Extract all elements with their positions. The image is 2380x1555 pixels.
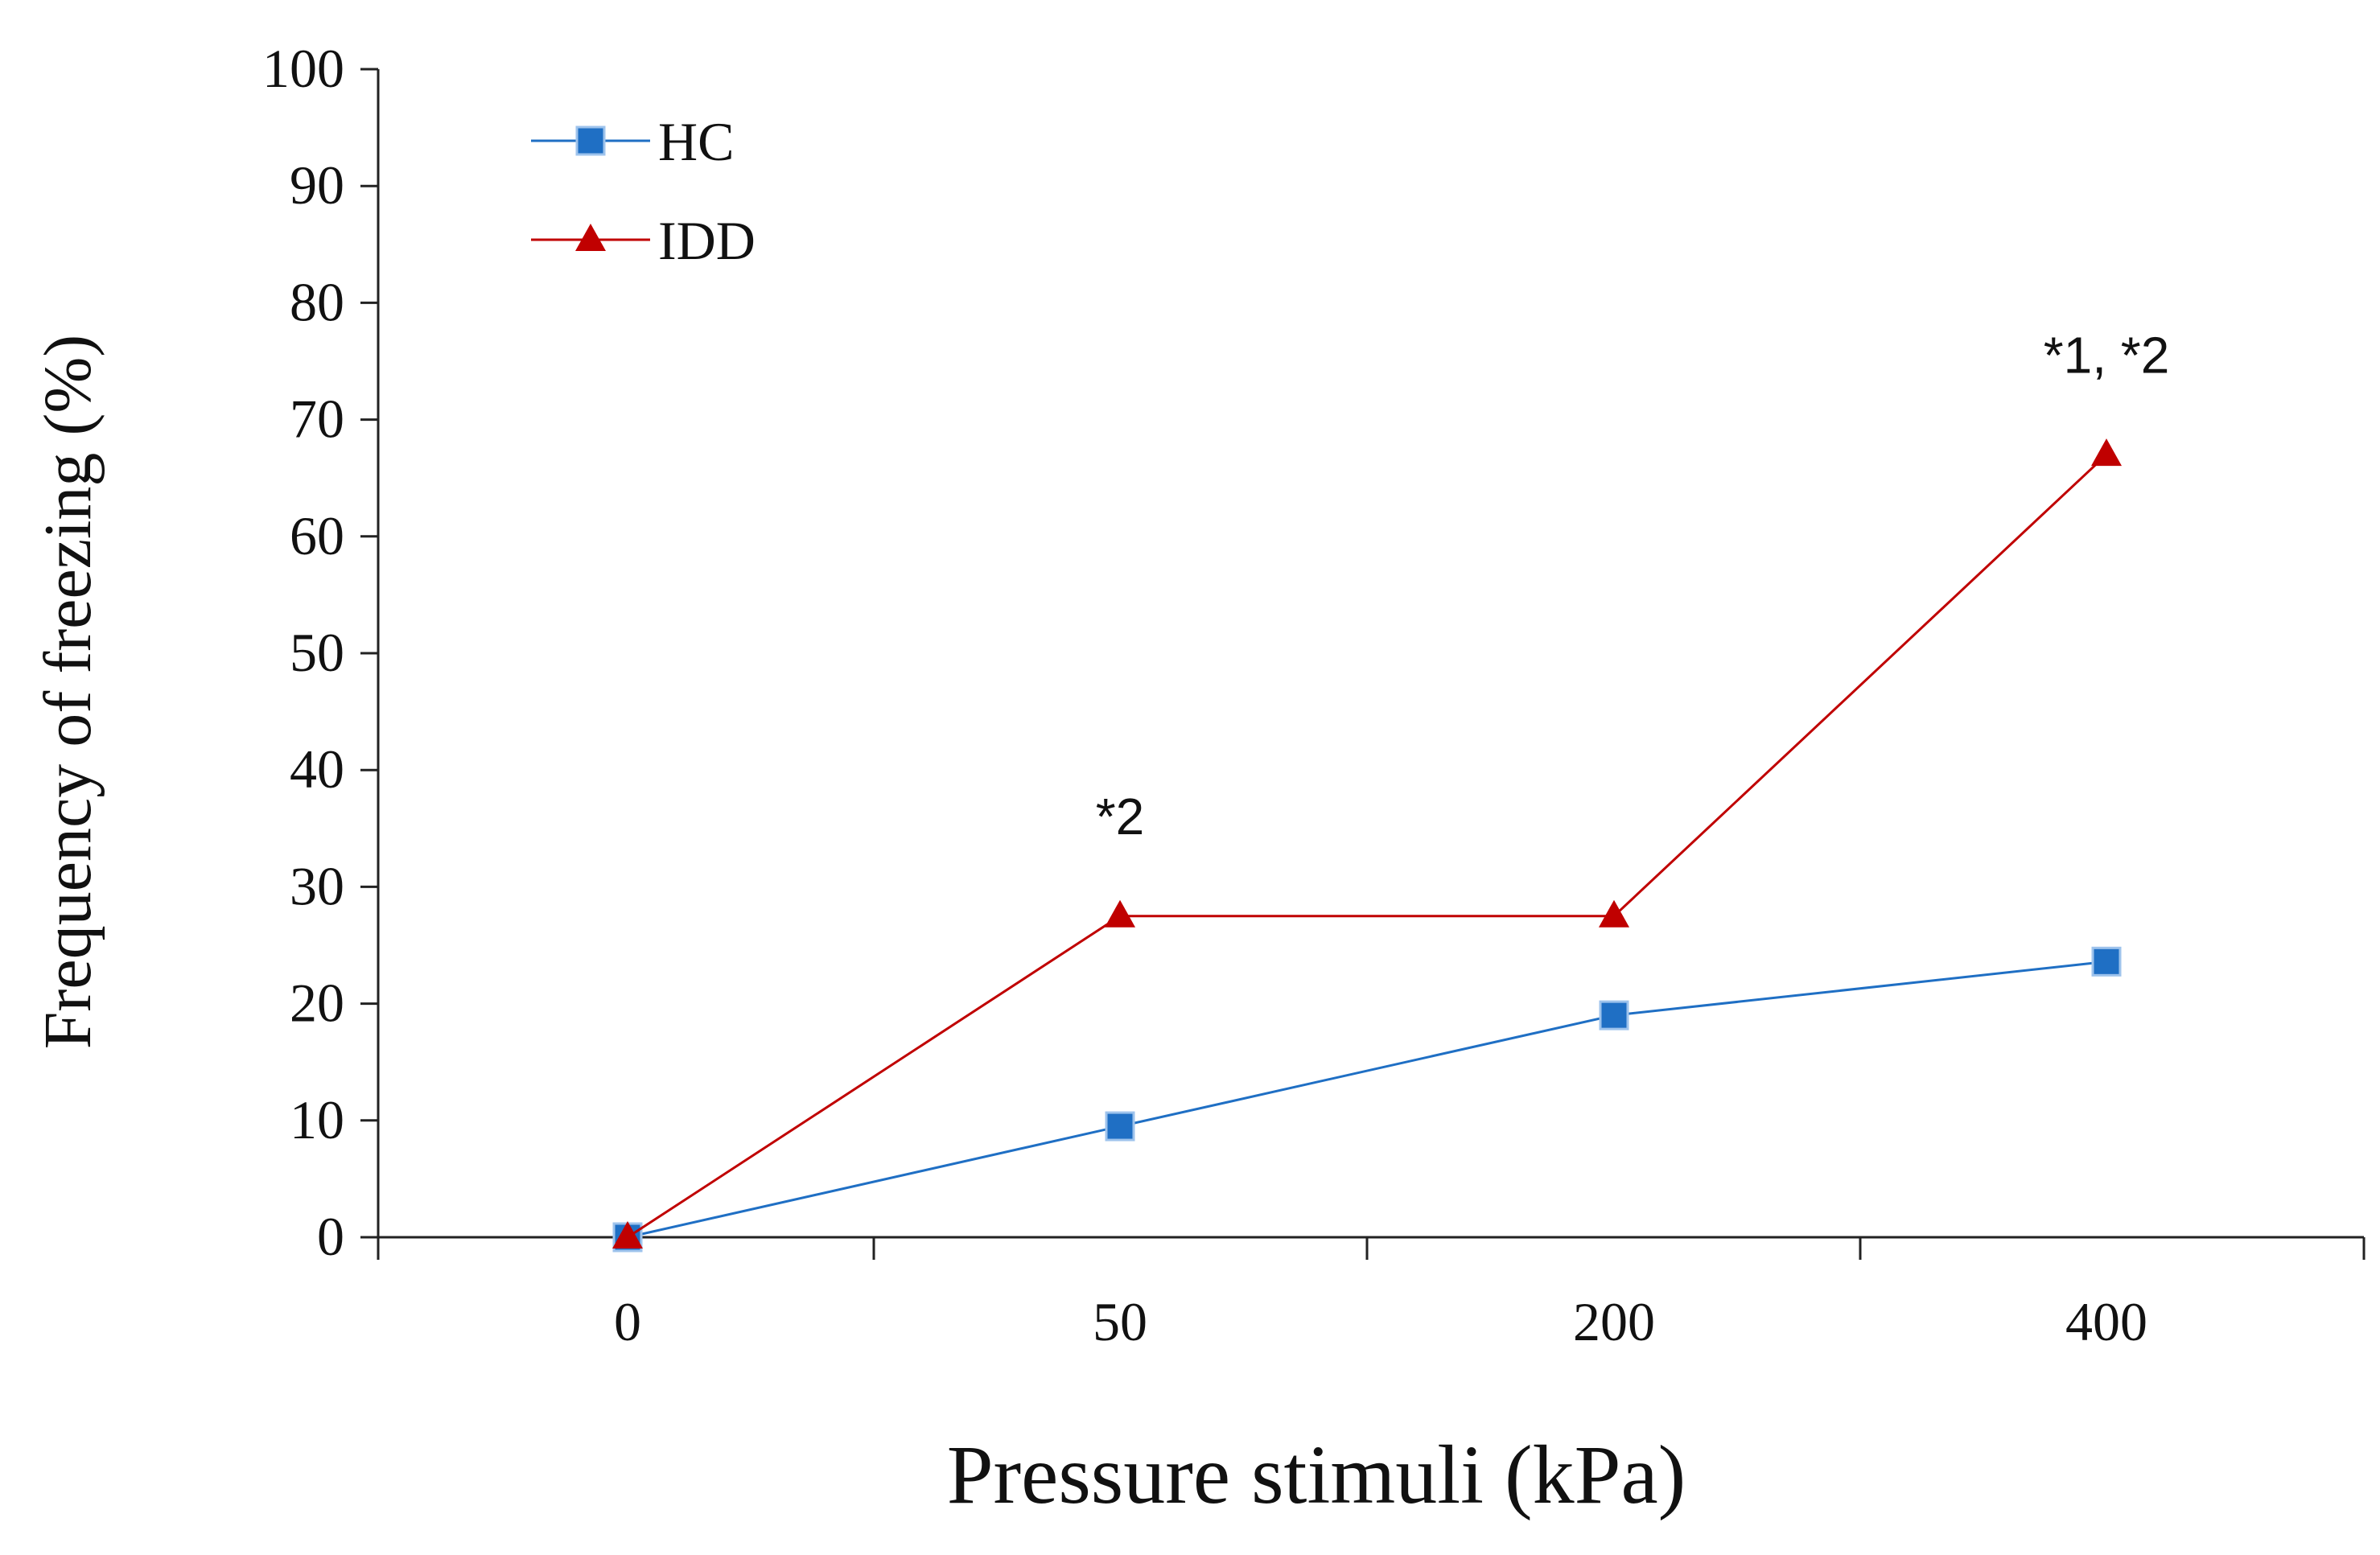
series-group: [612, 438, 2122, 1253]
legend-label: IDD: [658, 210, 756, 271]
y-axis-title: Frequency of freezing (%): [31, 335, 105, 1050]
hc-point: [2091, 946, 2122, 977]
y-tick-label: 10: [290, 1089, 344, 1150]
x-tick-label: 50: [1093, 1291, 1147, 1352]
y-tick-label: 80: [290, 271, 344, 332]
legend-item-hc: HC: [531, 111, 734, 172]
y-tick-label: 50: [290, 622, 344, 683]
annotation-label: *1, *2: [2044, 327, 2170, 385]
legend-label: HC: [658, 111, 734, 172]
x-axis-title: Pressure stimuli (kPa): [947, 1429, 1686, 1521]
x-tick-label: 200: [1573, 1291, 1655, 1352]
annotations: *2 *1, *2: [1096, 327, 2170, 846]
idd-point: [2091, 438, 2122, 467]
legend: HC IDD: [531, 111, 756, 271]
series-line-hc: [627, 960, 2107, 1239]
idd-point: [1105, 899, 1135, 928]
series-idd: [612, 438, 2122, 1249]
y-tick-label: 30: [290, 855, 344, 916]
series-line-idd: [627, 454, 2108, 1239]
y-tick-label: 20: [290, 973, 344, 1034]
legend-marker: [575, 125, 606, 156]
legend-item-idd: IDD: [531, 210, 756, 271]
x-tick-label: 0: [614, 1291, 641, 1352]
y-tick-label: 70: [290, 389, 344, 450]
x-tick-label: 400: [2065, 1291, 2147, 1352]
y-tick-label: 40: [290, 738, 344, 800]
y-tick-label: 60: [290, 505, 344, 566]
y-tick-label: 90: [290, 154, 344, 216]
idd-point: [612, 1221, 643, 1249]
hc-point: [1105, 1111, 1135, 1142]
hc-point: [1599, 1000, 1629, 1030]
legend-marker: [575, 224, 606, 251]
y-tick-label: 0: [317, 1206, 344, 1267]
idd-point: [1599, 899, 1629, 928]
y-axis-ticks: 0 10 20 30 40 50 60 70 80 90 100: [262, 38, 378, 1267]
annotation-label: *2: [1096, 788, 1145, 845]
x-axis-ticks: 0 50 200 400: [377, 1237, 2366, 1352]
y-tick-label: 100: [262, 38, 344, 99]
